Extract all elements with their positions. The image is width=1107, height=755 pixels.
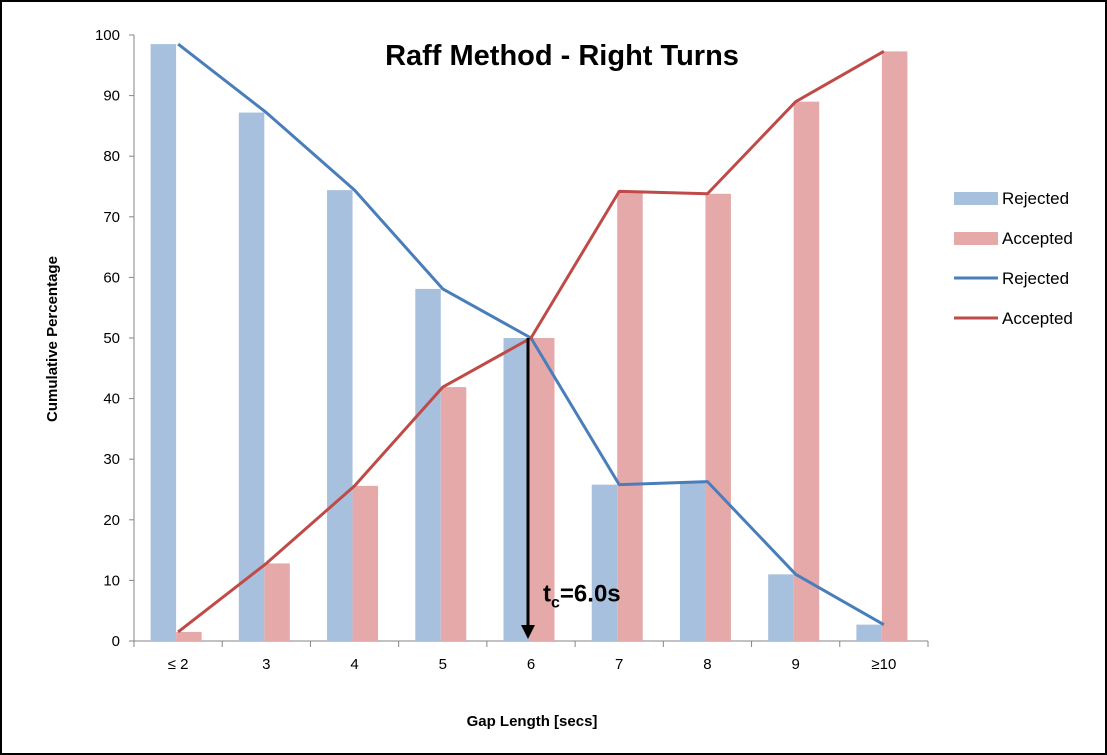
- bar-rejected: [768, 574, 794, 641]
- bar-rejected: [679, 481, 706, 641]
- legend-label: Accepted: [1002, 309, 1073, 328]
- y-tick-label: 60: [103, 269, 120, 286]
- bar-rejected: [238, 112, 265, 642]
- x-tick-label: ≥10: [871, 656, 896, 673]
- bars-layer: [150, 44, 908, 642]
- x-axis-title: Gap Length [secs]: [467, 713, 598, 730]
- tc-label-value: =6.0s: [560, 581, 621, 608]
- legend-swatch-bar-rejected: [954, 192, 998, 205]
- tc-label-main: t: [543, 581, 551, 608]
- chart-title: Raff Method - Right Turns: [385, 40, 739, 72]
- tc-label: tc=6.0s: [543, 581, 621, 612]
- x-tick-label: 7: [615, 656, 623, 673]
- y-tick-label: 70: [103, 209, 120, 226]
- y-tick-label: 30: [103, 451, 120, 468]
- y-tick-label: 20: [103, 512, 120, 529]
- bar-accepted: [352, 485, 379, 641]
- x-tick-label: 6: [527, 656, 535, 673]
- y-tick-label: 50: [103, 330, 120, 347]
- legend-label: Rejected: [1002, 269, 1069, 288]
- y-tick-label: 10: [103, 572, 120, 589]
- legend-label: Accepted: [1002, 229, 1073, 248]
- x-tick-label: ≤ 2: [168, 656, 189, 673]
- legend-label: Rejected: [1002, 189, 1069, 208]
- bar-rejected: [327, 190, 353, 642]
- x-tick-label: 3: [262, 656, 270, 673]
- y-tick-label: 40: [103, 391, 120, 408]
- bar-accepted: [529, 338, 555, 641]
- bar-rejected: [591, 484, 618, 641]
- bar-rejected: [150, 44, 177, 641]
- y-tick-label: 100: [95, 27, 120, 44]
- bar-accepted: [881, 51, 908, 641]
- y-axis-title: Cumulative Percentage: [44, 256, 61, 422]
- x-tick-label: 5: [439, 656, 447, 673]
- y-tick-label: 0: [112, 633, 120, 650]
- x-ticks: ≤ 2 3 4 5 6 7 8 9 ≥10: [133, 641, 929, 673]
- bar-accepted: [705, 193, 731, 641]
- x-tick-label: 4: [350, 656, 358, 673]
- x-tick-label: 8: [703, 656, 711, 673]
- y-tick-label: 80: [103, 148, 120, 165]
- lines-layer: [177, 42, 885, 634]
- bar-accepted: [793, 101, 820, 641]
- bar-accepted: [440, 387, 467, 641]
- legend: Rejected Accepted Rejected Accepted: [954, 189, 1073, 328]
- line-accepted: [177, 50, 885, 634]
- legend-swatch-bar-accepted: [954, 232, 998, 245]
- bar-accepted: [617, 191, 643, 641]
- y-ticks: 0 10 20 30 40 50 60 70 80 90 100: [95, 27, 134, 650]
- tc-label-subscript: c: [551, 595, 560, 612]
- y-tick-label: 90: [103, 88, 120, 105]
- bar-rejected: [856, 624, 882, 641]
- tc-annotation: tc=6.0s: [521, 338, 621, 639]
- x-tick-label: 9: [791, 656, 799, 673]
- bar-rejected: [415, 288, 441, 641]
- tc-arrow-head: [521, 625, 535, 639]
- bar-rejected: [503, 338, 529, 641]
- bar-accepted: [264, 563, 290, 641]
- bar-accepted: [176, 631, 202, 641]
